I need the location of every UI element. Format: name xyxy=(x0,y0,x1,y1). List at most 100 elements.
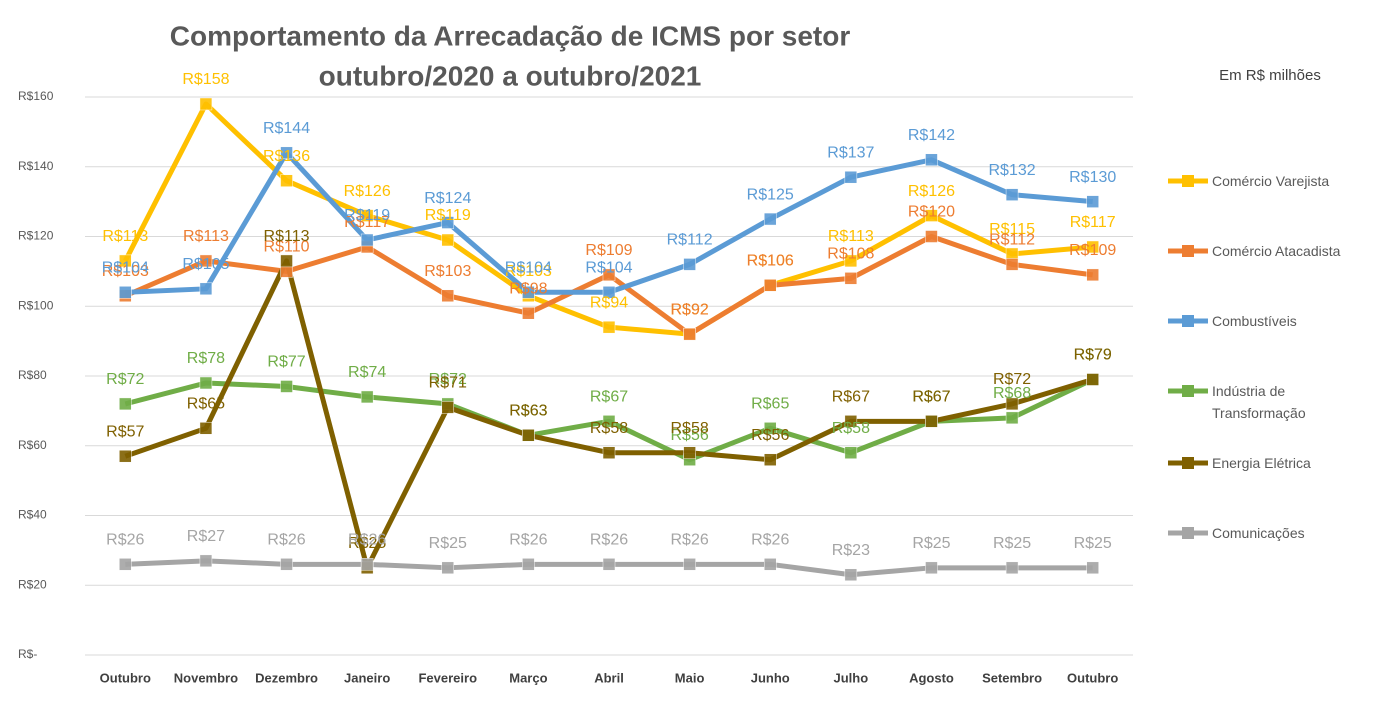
marker xyxy=(844,415,858,428)
data-label: R$108 xyxy=(827,246,874,263)
y-tick-label: R$100 xyxy=(18,298,54,312)
legend-item: Energia Elétrica xyxy=(1160,440,1370,480)
data-label: R$26 xyxy=(106,532,144,549)
marker xyxy=(1086,561,1099,575)
y-tick-label: R$80 xyxy=(18,368,47,382)
data-label: R$78 xyxy=(187,350,225,367)
data-label: R$104 xyxy=(102,260,149,277)
marker xyxy=(763,558,777,571)
legend-marker xyxy=(1182,245,1194,257)
marker xyxy=(925,230,938,243)
legend-marker xyxy=(1182,457,1194,469)
marker xyxy=(683,327,696,341)
marker xyxy=(1005,397,1019,411)
marker xyxy=(763,453,777,466)
marker xyxy=(199,422,213,435)
marker xyxy=(280,380,293,393)
data-label: R$137 xyxy=(827,144,874,161)
data-label: R$74 xyxy=(348,364,386,381)
marker xyxy=(1005,561,1019,575)
marker xyxy=(119,397,132,411)
marker xyxy=(602,286,616,299)
data-label: R$144 xyxy=(263,120,310,137)
data-label: R$103 xyxy=(424,263,471,280)
marker xyxy=(360,390,374,404)
data-label: R$63 xyxy=(509,403,547,420)
marker xyxy=(844,568,858,582)
legend-label: Indústria de Transformação xyxy=(1212,383,1306,421)
marker xyxy=(1005,247,1019,261)
data-label: R$113 xyxy=(264,228,310,245)
marker xyxy=(1086,373,1099,386)
data-label: R$112 xyxy=(989,232,1035,249)
y-tick-label: R$20 xyxy=(18,577,47,591)
data-label: R$92 xyxy=(670,301,708,318)
y-tick-label: R$60 xyxy=(18,438,47,452)
data-label: R$77 xyxy=(267,354,305,371)
data-label: R$117 xyxy=(344,214,390,231)
data-label: R$119 xyxy=(425,207,471,224)
x-tick-label: Outubro xyxy=(1067,670,1118,685)
x-tick-label: Maio xyxy=(675,670,705,685)
marker xyxy=(199,254,213,268)
x-tick-label: Dezembro xyxy=(255,670,318,685)
data-label: R$56 xyxy=(751,427,789,444)
x-tick-label: Agosto xyxy=(909,670,954,685)
marker xyxy=(683,558,696,571)
x-tick-label: Abril xyxy=(594,670,624,685)
data-label: R$72 xyxy=(106,371,144,388)
data-label: R$126 xyxy=(908,183,955,200)
marker xyxy=(1086,240,1099,254)
data-label: R$67 xyxy=(912,389,950,406)
data-label: R$63 xyxy=(509,403,547,420)
marker xyxy=(199,554,213,568)
legend-item: Comunicações xyxy=(1160,510,1370,550)
marker xyxy=(280,174,293,187)
data-label: R$106 xyxy=(747,253,794,270)
legend-item: Comércio Atacadista xyxy=(1160,228,1370,268)
legend-item: Combustíveis xyxy=(1160,298,1370,338)
marker xyxy=(763,212,777,226)
legend-marker xyxy=(1182,315,1194,327)
data-label: R$26 xyxy=(267,532,305,549)
marker xyxy=(1005,411,1019,425)
marker xyxy=(522,558,535,571)
data-label: R$25 xyxy=(912,535,950,552)
y-tick-label: R$- xyxy=(18,647,37,661)
data-label: R$79 xyxy=(1074,347,1112,364)
data-label: R$26 xyxy=(751,532,789,549)
marker xyxy=(199,282,213,296)
data-label: R$79 xyxy=(1074,347,1112,364)
data-label: R$115 xyxy=(989,221,1035,238)
legend-label: Comércio Atacadista xyxy=(1212,243,1341,259)
data-label: R$113 xyxy=(102,228,148,245)
marker xyxy=(119,254,132,268)
data-label: R$109 xyxy=(1069,242,1116,259)
marker xyxy=(925,153,938,167)
data-label: R$112 xyxy=(667,232,713,249)
legend-swatch xyxy=(1168,245,1208,257)
legend-swatch xyxy=(1168,385,1208,397)
data-label: R$142 xyxy=(908,127,955,144)
data-label: R$117 xyxy=(1070,214,1116,231)
marker xyxy=(844,446,858,459)
data-label: R$72 xyxy=(993,371,1031,388)
y-tick-label: R$120 xyxy=(18,229,54,243)
marker xyxy=(844,254,858,268)
data-label: R$98 xyxy=(509,280,547,297)
data-label: R$132 xyxy=(988,162,1035,179)
data-label: R$67 xyxy=(832,389,870,406)
marker xyxy=(280,254,293,268)
marker xyxy=(602,268,616,282)
marker xyxy=(199,97,213,111)
data-label: R$68 xyxy=(993,385,1031,402)
data-label: R$158 xyxy=(182,71,229,88)
data-label: R$71 xyxy=(429,375,467,392)
data-label: R$65 xyxy=(187,396,225,413)
data-label: R$130 xyxy=(1069,169,1116,186)
marker xyxy=(360,558,374,571)
data-label: R$126 xyxy=(344,183,391,200)
data-label: R$26 xyxy=(348,532,386,549)
data-label: R$25 xyxy=(1074,535,1112,552)
